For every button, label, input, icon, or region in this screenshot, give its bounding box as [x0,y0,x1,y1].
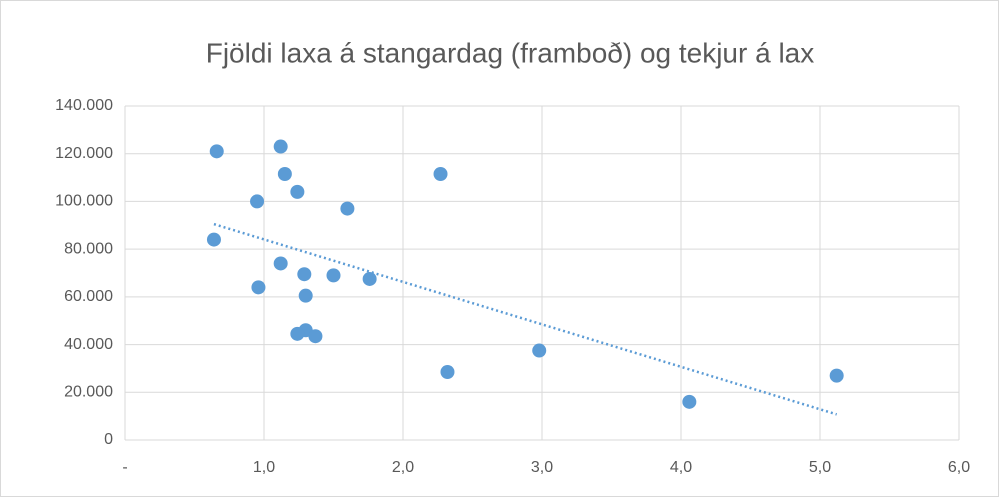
x-tick-label: 3,0 [531,459,553,476]
data-point [433,166,448,181]
x-tick-label: 6,0 [948,459,970,476]
y-tick-label: 40.000 [64,336,113,353]
y-tick-label: 120.000 [55,145,113,162]
data-point [206,232,221,247]
x-tick-label: - [122,459,127,476]
data-point [362,271,377,286]
data-point [297,267,312,282]
data-point [209,144,224,159]
data-point [440,365,455,380]
trendline [213,222,838,416]
data-point [290,184,305,199]
y-tick-label: 100.000 [55,193,113,210]
y-tick-label: 80.000 [64,240,113,257]
y-tick-label: 140.000 [55,97,113,114]
data-point [251,280,266,295]
x-tick-label: 5,0 [809,459,831,476]
data-point [326,268,341,283]
data-point [829,368,844,383]
x-tick-label: 4,0 [670,459,692,476]
data-point [340,201,355,216]
x-tick-label: 2,0 [392,459,414,476]
y-tick-label: 20.000 [64,384,113,401]
chart-title: Fjöldi laxa á stangardag (framboð) og te… [206,37,815,68]
data-point [298,288,313,303]
data-point [273,139,288,154]
data-point [250,194,265,209]
data-point [290,326,305,341]
data-point [277,166,292,181]
x-tick-label: 1,0 [253,459,275,476]
data-point [532,343,547,358]
data-point [273,256,288,271]
y-tick-label: 60.000 [64,288,113,305]
y-tick-label: 0 [104,431,113,448]
data-point [308,329,323,344]
data-point [682,394,697,409]
